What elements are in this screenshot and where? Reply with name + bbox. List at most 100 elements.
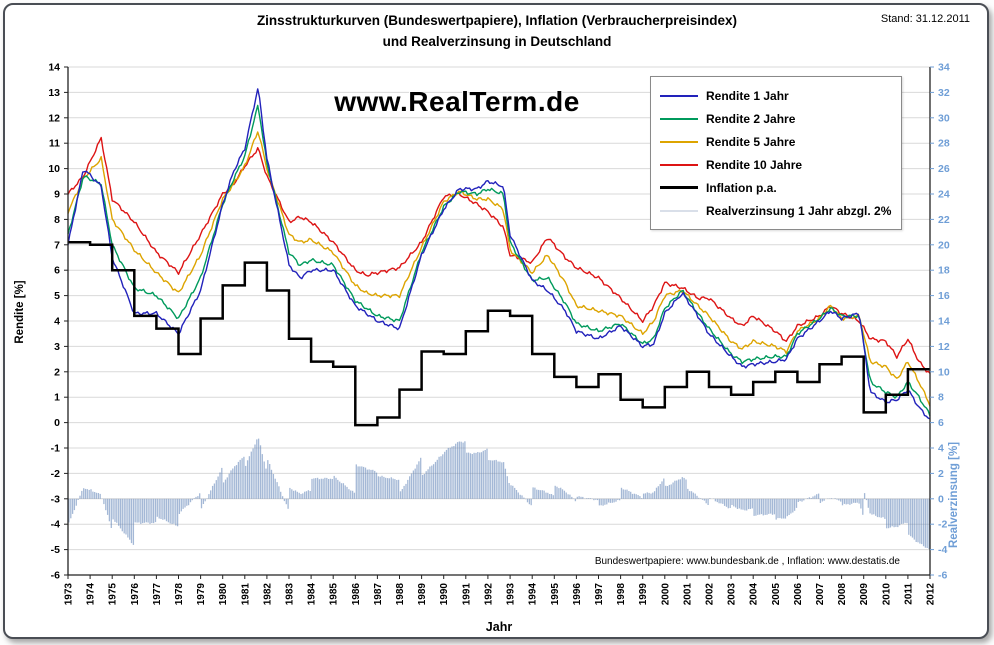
svg-text:2008: 2008	[837, 583, 848, 606]
svg-text:-2: -2	[51, 468, 60, 480]
svg-text:0: 0	[54, 417, 60, 429]
svg-text:1979: 1979	[196, 583, 207, 606]
svg-text:13: 13	[48, 87, 60, 99]
svg-text:18: 18	[938, 265, 950, 277]
svg-text:-4: -4	[938, 544, 947, 556]
chart-title: Zinsstrukturkurven (Bundeswertpapiere), …	[0, 10, 994, 52]
legend-item-label: Rendite 1 Jahr	[706, 88, 789, 103]
chart-title-line1: Zinsstrukturkurven (Bundeswertpapiere), …	[256, 13, 738, 28]
svg-text:2011: 2011	[903, 583, 914, 605]
svg-text:1982: 1982	[262, 583, 273, 606]
svg-text:20: 20	[938, 239, 950, 251]
svg-text:7: 7	[54, 239, 60, 251]
svg-text:10: 10	[48, 163, 60, 175]
legend-line-sample	[660, 209, 698, 212]
source-note: Bundeswertpapiere: www.bundesbank.de , I…	[594, 556, 900, 567]
svg-text:1999: 1999	[638, 583, 649, 606]
svg-text:6: 6	[54, 265, 60, 277]
legend-item-label: Rendite 2 Jahre	[706, 111, 796, 126]
svg-text:14: 14	[48, 62, 60, 74]
legend-item: Inflation p.a.	[660, 176, 891, 199]
svg-text:4: 4	[54, 316, 60, 328]
legend-item-label: Rendite 10 Jahre	[706, 157, 803, 172]
legend-item: Realverzinsung 1 Jahr abzgl. 2%	[660, 199, 891, 222]
legend-line-sample	[660, 140, 698, 143]
svg-text:26: 26	[938, 163, 950, 175]
svg-text:12: 12	[48, 112, 60, 124]
svg-text:2006: 2006	[793, 583, 804, 606]
svg-text:1995: 1995	[550, 583, 561, 606]
svg-text:5: 5	[54, 290, 60, 302]
left-axis-title: Rendite [%]	[14, 280, 26, 344]
svg-text:-3: -3	[51, 493, 60, 505]
svg-text:0: 0	[938, 493, 944, 505]
svg-text:1998: 1998	[616, 583, 627, 606]
svg-text:1978: 1978	[174, 583, 185, 606]
svg-text:1993: 1993	[506, 583, 517, 606]
svg-text:8: 8	[54, 214, 60, 226]
legend: Rendite 1 Jahr Rendite 2 Jahre Rendite 5 J…	[650, 76, 903, 230]
svg-text:28: 28	[938, 138, 950, 150]
svg-text:32: 32	[938, 87, 950, 99]
svg-text:6: 6	[938, 417, 944, 429]
svg-text:16: 16	[938, 290, 950, 302]
svg-text:1975: 1975	[108, 583, 119, 606]
svg-text:4: 4	[938, 443, 944, 455]
svg-text:1990: 1990	[439, 583, 450, 606]
svg-text:1996: 1996	[572, 583, 583, 606]
svg-text:2007: 2007	[815, 583, 826, 606]
stand-date-label: Stand: 31.12.2011	[880, 13, 970, 25]
legend-line-sample	[660, 186, 698, 189]
svg-text:-5: -5	[51, 544, 60, 556]
svg-text:-2: -2	[938, 519, 947, 531]
svg-text:1989: 1989	[417, 583, 428, 606]
legend-item-label: Rendite 5 Jahre	[706, 134, 796, 149]
legend-item-label: Inflation p.a.	[706, 180, 777, 195]
svg-text:2000: 2000	[660, 583, 671, 606]
svg-text:2002: 2002	[705, 583, 716, 606]
svg-text:9: 9	[54, 189, 60, 201]
svg-text:1997: 1997	[594, 583, 605, 606]
svg-text:2009: 2009	[859, 583, 870, 606]
legend-item: Rendite 2 Jahre	[660, 107, 891, 130]
svg-text:1983: 1983	[285, 583, 296, 606]
svg-text:-1: -1	[51, 443, 60, 455]
svg-text:22: 22	[938, 214, 950, 226]
legend-item: Rendite 5 Jahre	[660, 130, 891, 153]
svg-text:1984: 1984	[307, 583, 318, 606]
svg-text:1980: 1980	[218, 583, 229, 606]
svg-text:1974: 1974	[86, 583, 97, 606]
svg-text:-6: -6	[51, 570, 60, 582]
right-axis-title: Realverzinsung [%]	[948, 441, 960, 549]
svg-text:2012: 2012	[926, 583, 937, 606]
svg-text:2010: 2010	[881, 583, 892, 606]
svg-text:3: 3	[54, 341, 60, 353]
svg-text:2001: 2001	[682, 583, 693, 606]
svg-text:1977: 1977	[152, 583, 163, 606]
svg-text:1992: 1992	[483, 583, 494, 606]
svg-text:1981: 1981	[240, 583, 251, 606]
svg-text:30: 30	[938, 112, 950, 124]
x-axis-title: Jahr	[485, 620, 513, 634]
svg-text:2003: 2003	[727, 583, 738, 606]
svg-text:-4: -4	[51, 519, 60, 531]
svg-text:1991: 1991	[461, 583, 472, 606]
legend-item: Rendite 1 Jahr	[660, 84, 891, 107]
svg-text:2005: 2005	[771, 583, 782, 606]
svg-text:1988: 1988	[395, 583, 406, 606]
svg-text:2: 2	[54, 366, 60, 378]
legend-item: Rendite 10 Jahre	[660, 153, 891, 176]
svg-text:1987: 1987	[373, 583, 384, 606]
svg-text:1994: 1994	[528, 583, 539, 606]
svg-text:12: 12	[938, 341, 950, 353]
chart-title-line2: und Realverzinsung in Deutschland	[382, 34, 612, 49]
svg-text:1976: 1976	[130, 583, 141, 606]
svg-text:1985: 1985	[329, 583, 340, 606]
svg-text:2: 2	[938, 468, 944, 480]
svg-text:24: 24	[938, 189, 950, 201]
svg-text:-6: -6	[938, 570, 947, 582]
svg-text:1973: 1973	[64, 583, 75, 606]
legend-line-sample	[660, 117, 698, 120]
svg-text:1986: 1986	[351, 583, 362, 606]
